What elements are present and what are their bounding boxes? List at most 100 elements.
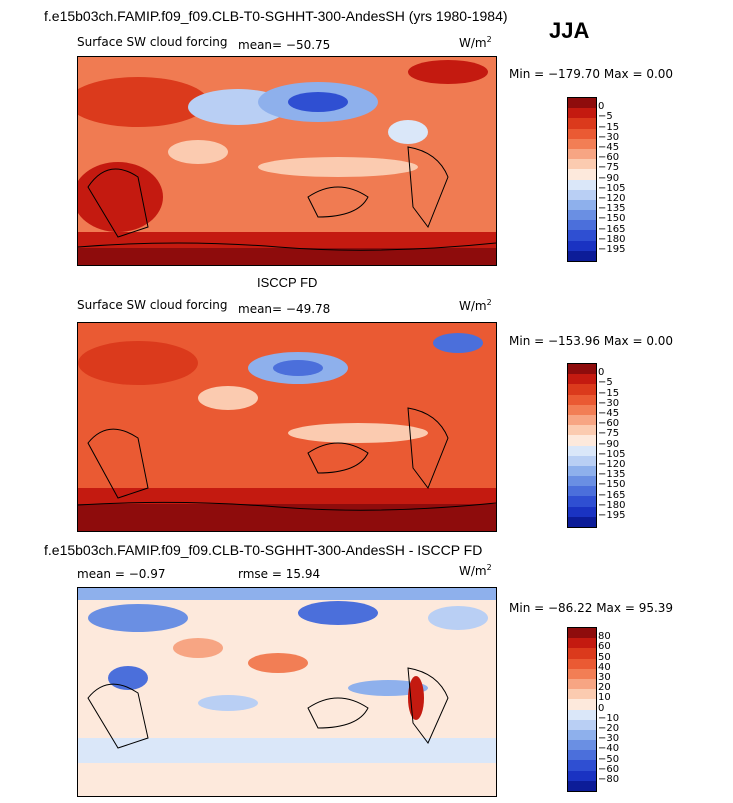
colorbar-cell <box>568 689 596 700</box>
colorbar-tick-label: −80 <box>598 774 620 785</box>
colorbar-cell <box>568 678 596 690</box>
panel1-minmax: Min = −179.70 Max = 0.00 <box>509 67 674 81</box>
case-title: f.e15b03ch.FAMIP.f09_f09.CLB-T0-SGHHT-30… <box>44 8 508 24</box>
colorbar-tick-label: −40 <box>598 743 620 755</box>
colorbar-tick-label: 30 <box>598 672 611 683</box>
colorbar-tick-label: 50 <box>598 651 611 663</box>
panel3-units: W/m2 <box>459 563 492 578</box>
colorbar-cell <box>568 435 596 446</box>
colorbar-cell <box>568 760 596 771</box>
colorbar-cell <box>568 658 596 669</box>
panel3-rmse: rmse = 15.94 <box>238 567 321 581</box>
colorbar-cell <box>568 414 596 426</box>
colorbar-cell <box>568 98 596 109</box>
colorbar-tick-label: −150 <box>598 479 626 491</box>
colorbar-cell <box>568 199 596 211</box>
panel1-variable: Surface SW cloud forcing <box>77 35 228 49</box>
colorbar-tick-label: −30 <box>598 397 620 409</box>
colorbar-cell <box>568 770 596 781</box>
colorbar-cell <box>568 384 596 395</box>
panel1-colorbar-labels: 0 −5 −15 −30 −45 −60 −75 −90 −105 −120 −135 −150 −16… <box>598 97 658 261</box>
colorbar-tick-label: −45 <box>598 142 620 153</box>
colorbar-cell <box>568 189 596 200</box>
panel2-map <box>77 322 497 532</box>
colorbar-tick-label: −20 <box>598 723 620 734</box>
colorbar-tick-label: −120 <box>598 459 626 470</box>
colorbar-cell <box>568 750 596 761</box>
colorbar-tick-label: −105 <box>598 448 626 460</box>
colorbar-tick-label: 0 <box>598 367 605 379</box>
colorbar-cell <box>568 148 596 160</box>
colorbar-cell <box>568 210 596 221</box>
panel3-map <box>77 587 497 797</box>
colorbar-cell <box>568 394 596 405</box>
panel2-colorbar-labels: 0 −5 −15 −30 −45 −60 −75 −90 −105 −120 −135 −150 −16… <box>598 363 658 527</box>
colorbar-tick-label: −5 <box>598 377 613 389</box>
colorbar-tick-label: 0 <box>598 101 605 113</box>
colorbar-tick-label: −90 <box>598 172 620 184</box>
panel2-variable: Surface SW cloud forcing <box>77 298 228 312</box>
colorbar-tick-label: −60 <box>598 763 620 775</box>
colorbar-tick-label: −120 <box>598 193 626 204</box>
colorbar-tick-label: −150 <box>598 213 626 225</box>
colorbar-cell <box>568 240 596 251</box>
colorbar-tick-label: 40 <box>598 661 611 673</box>
colorbar-cell <box>568 740 596 751</box>
colorbar-cell <box>568 455 596 466</box>
colorbar-tick-label: −105 <box>598 182 626 194</box>
panel3-map-svg <box>78 588 496 796</box>
colorbar-cell <box>568 465 596 477</box>
panel2-minmax: Min = −153.96 Max = 0.00 <box>509 334 674 348</box>
colorbar-cell <box>568 250 596 261</box>
colorbar-tick-label: −180 <box>598 233 626 245</box>
colorbar-tick-label: −195 <box>598 244 626 255</box>
panel3-colorbar <box>567 627 597 792</box>
colorbar-cell <box>568 668 596 679</box>
colorbar-cell <box>568 179 596 190</box>
colorbar-cell <box>568 445 596 456</box>
colorbar-tick-label: −30 <box>598 131 620 143</box>
colorbar-tick-label: −15 <box>598 121 620 133</box>
colorbar-cell <box>568 709 596 720</box>
panel3-mean: mean = −0.97 <box>77 567 166 581</box>
colorbar-cell <box>568 404 596 415</box>
colorbar-tick-label: −10 <box>598 712 620 724</box>
colorbar-cell <box>568 729 596 741</box>
colorbar-tick-label: −165 <box>598 223 626 235</box>
panel1-units: W/m2 <box>459 35 492 50</box>
panel3-colorbar-labels: 80 60 50 40 30 20 10 0 −10 −20 −30 −40 −50 −60 −80 <box>598 627 658 791</box>
colorbar-tick-label: 0 <box>598 702 605 714</box>
colorbar-tick-label: 60 <box>598 641 611 653</box>
colorbar-cell <box>568 506 596 517</box>
colorbar-tick-label: −195 <box>598 510 626 521</box>
colorbar-cell <box>568 719 596 730</box>
colorbar-cell <box>568 638 596 649</box>
colorbar-cell <box>568 118 596 129</box>
colorbar-tick-label: −60 <box>598 418 620 430</box>
panel2-map-svg <box>78 323 496 531</box>
colorbar-cell <box>568 699 596 710</box>
colorbar-tick-label: 10 <box>598 692 611 704</box>
colorbar-tick-label: −45 <box>598 408 620 419</box>
colorbar-tick-label: 80 <box>598 631 611 643</box>
colorbar-cell <box>568 138 596 149</box>
panel2-units: W/m2 <box>459 298 492 313</box>
colorbar-cell <box>568 159 596 170</box>
colorbar-tick-label: −75 <box>598 162 620 174</box>
panel1-mean: mean= −50.75 <box>238 38 331 52</box>
panel2-title: ISCCP FD <box>257 275 318 290</box>
colorbar-tick-label: −165 <box>598 489 626 501</box>
colorbar-tick-label: −90 <box>598 438 620 450</box>
season-label: JJA <box>549 18 590 43</box>
colorbar-tick-label: −5 <box>598 111 613 123</box>
colorbar-cell <box>568 364 596 375</box>
colorbar-cell <box>568 648 596 659</box>
colorbar-cell <box>568 780 596 791</box>
colorbar-cell <box>568 374 596 385</box>
colorbar-cell <box>568 486 596 497</box>
colorbar-tick-label: 20 <box>598 682 611 694</box>
colorbar-tick-label: −180 <box>598 499 626 511</box>
colorbar-tick-label: −135 <box>598 203 626 215</box>
colorbar-tick-label: −135 <box>598 469 626 481</box>
colorbar-cell <box>568 496 596 507</box>
